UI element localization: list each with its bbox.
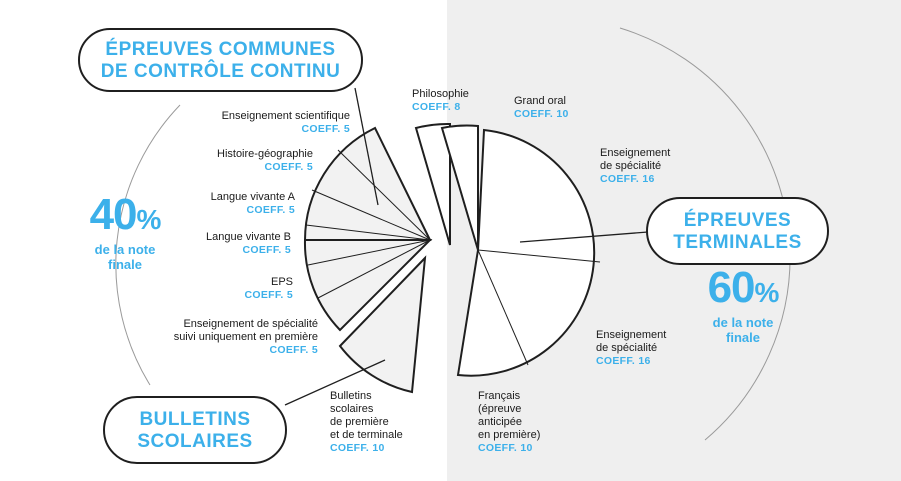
controle-continu-title-line2: DE CONTRÔLE CONTINU — [100, 60, 341, 82]
left-percent: 40% de la note finale — [89, 190, 162, 273]
controle-continu-title-line1: ÉPREUVES COMMUNES — [105, 39, 336, 60]
right-percent-value: 60 — [707, 263, 756, 312]
item-specialite-terminale-1: Enseignement de spécialité COEFF. 16 — [600, 147, 671, 185]
left-percent-value: 40 — [89, 190, 138, 239]
right-percent: 60% de la note finale — [707, 263, 780, 346]
item-grand-oral: Grand oral COEFF. 10 — [514, 95, 569, 120]
item-bulletins: Bulletins scolaires de première et de te… — [330, 390, 403, 454]
item-enseignement-scientifique: Enseignement scientifique COEFF. 5 — [221, 110, 350, 135]
bulletins-slice — [338, 255, 427, 394]
epreuves-terminales-slices — [414, 122, 601, 377]
pointer-left-title — [354, 87, 379, 206]
item-langue-vivante-b: Langue vivante B COEFF. 5 — [205, 231, 291, 256]
item-specialite-terminale-2: Enseignement de spécialité COEFF. 16 — [596, 329, 667, 367]
item-histoire-geographie: Histoire-géographie COEFF. 5 — [217, 148, 313, 173]
controle-continu-title: ÉPREUVES COMMUNES DE CONTRÔLE CONTINU — [78, 28, 363, 92]
item-eps: EPS COEFF. 5 — [244, 276, 294, 301]
item-philosophie: Philosophie COEFF. 8 — [412, 88, 469, 113]
item-langue-vivante-a: Langue vivante A COEFF. 5 — [210, 191, 295, 216]
item-specialite-premiere: Enseignement de spécialité suivi uniquem… — [173, 318, 318, 356]
controle-continu-slices — [303, 126, 433, 332]
pointer-terminales — [519, 231, 649, 243]
epreuves-terminales-title: ÉPREUVES TERMINALES — [646, 197, 829, 265]
left-guide-arc — [115, 104, 181, 386]
bulletins-title: BULLETINS SCOLAIRES — [103, 396, 287, 464]
pointer-bulletins — [284, 359, 386, 406]
item-francais: Français (épreuve anticipée en première)… — [478, 390, 541, 454]
